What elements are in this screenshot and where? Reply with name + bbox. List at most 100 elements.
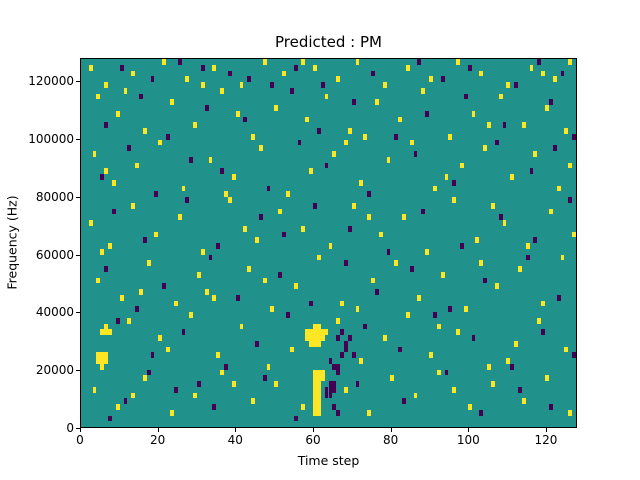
heatmap-cell [181, 329, 186, 335]
heatmap-cell [166, 346, 170, 353]
heatmap-cell [305, 335, 310, 341]
heatmap-cell [363, 323, 368, 330]
heatmap-cell [463, 306, 468, 312]
heatmap-cell [316, 404, 321, 410]
heatmap-cell [517, 266, 522, 272]
heatmap-cell [336, 409, 341, 416]
heatmap-cell [204, 289, 209, 295]
heatmap-cell [568, 162, 573, 169]
heatmap-cell [316, 369, 321, 376]
heatmap-cell [405, 64, 410, 71]
heatmap-cell [537, 317, 542, 324]
heatmap-cell [135, 162, 139, 169]
heatmap-cell [490, 381, 495, 387]
heatmap-cell [572, 133, 576, 140]
heatmap-cell [510, 174, 515, 180]
heatmap-cell [313, 392, 317, 399]
heatmap-cell [517, 386, 522, 393]
x-tick-mark [157, 428, 159, 432]
y-tick-mark [76, 312, 80, 314]
heatmap-cell [123, 87, 128, 94]
heatmap-cell [320, 335, 325, 341]
heatmap-cell [479, 70, 484, 77]
heatmap-cell [494, 283, 499, 289]
heatmap-cell [316, 375, 321, 381]
heatmap-cell [556, 294, 561, 301]
heatmap-cell [208, 156, 213, 163]
heatmap-cell [108, 329, 112, 335]
heatmap-cell [142, 375, 147, 381]
heatmap-cell [367, 191, 372, 197]
heatmap-cell [255, 237, 259, 243]
heatmap-cell [429, 76, 433, 82]
heatmap-cell [316, 329, 321, 335]
heatmap-cell [471, 110, 476, 117]
heatmap-cell [510, 363, 515, 370]
heatmap-cell [521, 122, 526, 128]
heatmap-cell [436, 323, 441, 330]
x-tick-mark [80, 428, 81, 432]
heatmap-cell [278, 208, 283, 215]
heatmap-cell [336, 76, 341, 82]
heatmap-cell [177, 214, 182, 220]
heatmap-cell [409, 266, 414, 272]
heatmap-cell [332, 151, 337, 157]
heatmap-cell [568, 409, 573, 416]
heatmap-cell [142, 128, 147, 134]
heatmap-cell [274, 105, 279, 111]
y-tick-label: 80000 [35, 189, 74, 204]
heatmap-cell [401, 398, 406, 404]
heatmap-cell [293, 283, 298, 289]
heatmap-cell [324, 386, 329, 393]
heatmap-cell [282, 231, 286, 238]
heatmap-cell [343, 139, 348, 146]
heatmap-cell [355, 306, 360, 312]
heatmap-cell [328, 392, 333, 399]
heatmap-cell [227, 197, 232, 203]
heatmap-cell [572, 352, 576, 358]
heatmap-cell [262, 375, 267, 381]
heatmap-cell [208, 254, 213, 261]
heatmap-cell [401, 214, 406, 220]
heatmap-cell [525, 254, 530, 261]
heatmap-cell [282, 70, 286, 77]
heatmap-cell [347, 128, 352, 134]
heatmap-cell [545, 375, 549, 381]
heatmap-cell [413, 392, 418, 399]
x-tick-mark [545, 428, 547, 432]
heatmap-cell [398, 346, 402, 353]
heatmap-cell [382, 82, 387, 88]
heatmap-cell [266, 363, 271, 370]
heatmap-cell [533, 237, 538, 243]
heatmap-cell [104, 329, 109, 335]
chart-title: Predicted : PM [275, 33, 382, 51]
y-tick-mark [76, 428, 80, 429]
heatmap-cell [111, 208, 116, 215]
heatmap-cell [560, 254, 565, 261]
heatmap-cell [173, 386, 178, 393]
heatmap-cell [409, 139, 414, 146]
heatmap-cell [355, 381, 360, 387]
heatmap-cell [189, 312, 194, 318]
heatmap-cell [459, 243, 464, 249]
heatmap-cell [313, 369, 317, 376]
heatmap-cell [475, 237, 480, 243]
heatmap-cell [247, 266, 252, 272]
heatmap-cell [100, 248, 105, 255]
heatmap-cell [332, 386, 337, 393]
heatmap-cell [92, 151, 97, 157]
heatmap-cell [162, 283, 167, 289]
heatmap-cell [324, 392, 329, 399]
x-tick-label: 0 [76, 433, 84, 447]
heatmap-cell [139, 289, 143, 295]
heatmap-cell [483, 277, 488, 284]
heatmap-cell [347, 225, 352, 232]
heatmap-cell [456, 59, 460, 65]
x-tick-mark [235, 428, 237, 432]
heatmap-cell [568, 59, 573, 65]
heatmap-cell [274, 381, 279, 387]
heatmap-cell [127, 317, 132, 324]
heatmap-cell [108, 415, 112, 422]
y-tick-mark [76, 370, 80, 372]
heatmap-cell [104, 82, 109, 88]
